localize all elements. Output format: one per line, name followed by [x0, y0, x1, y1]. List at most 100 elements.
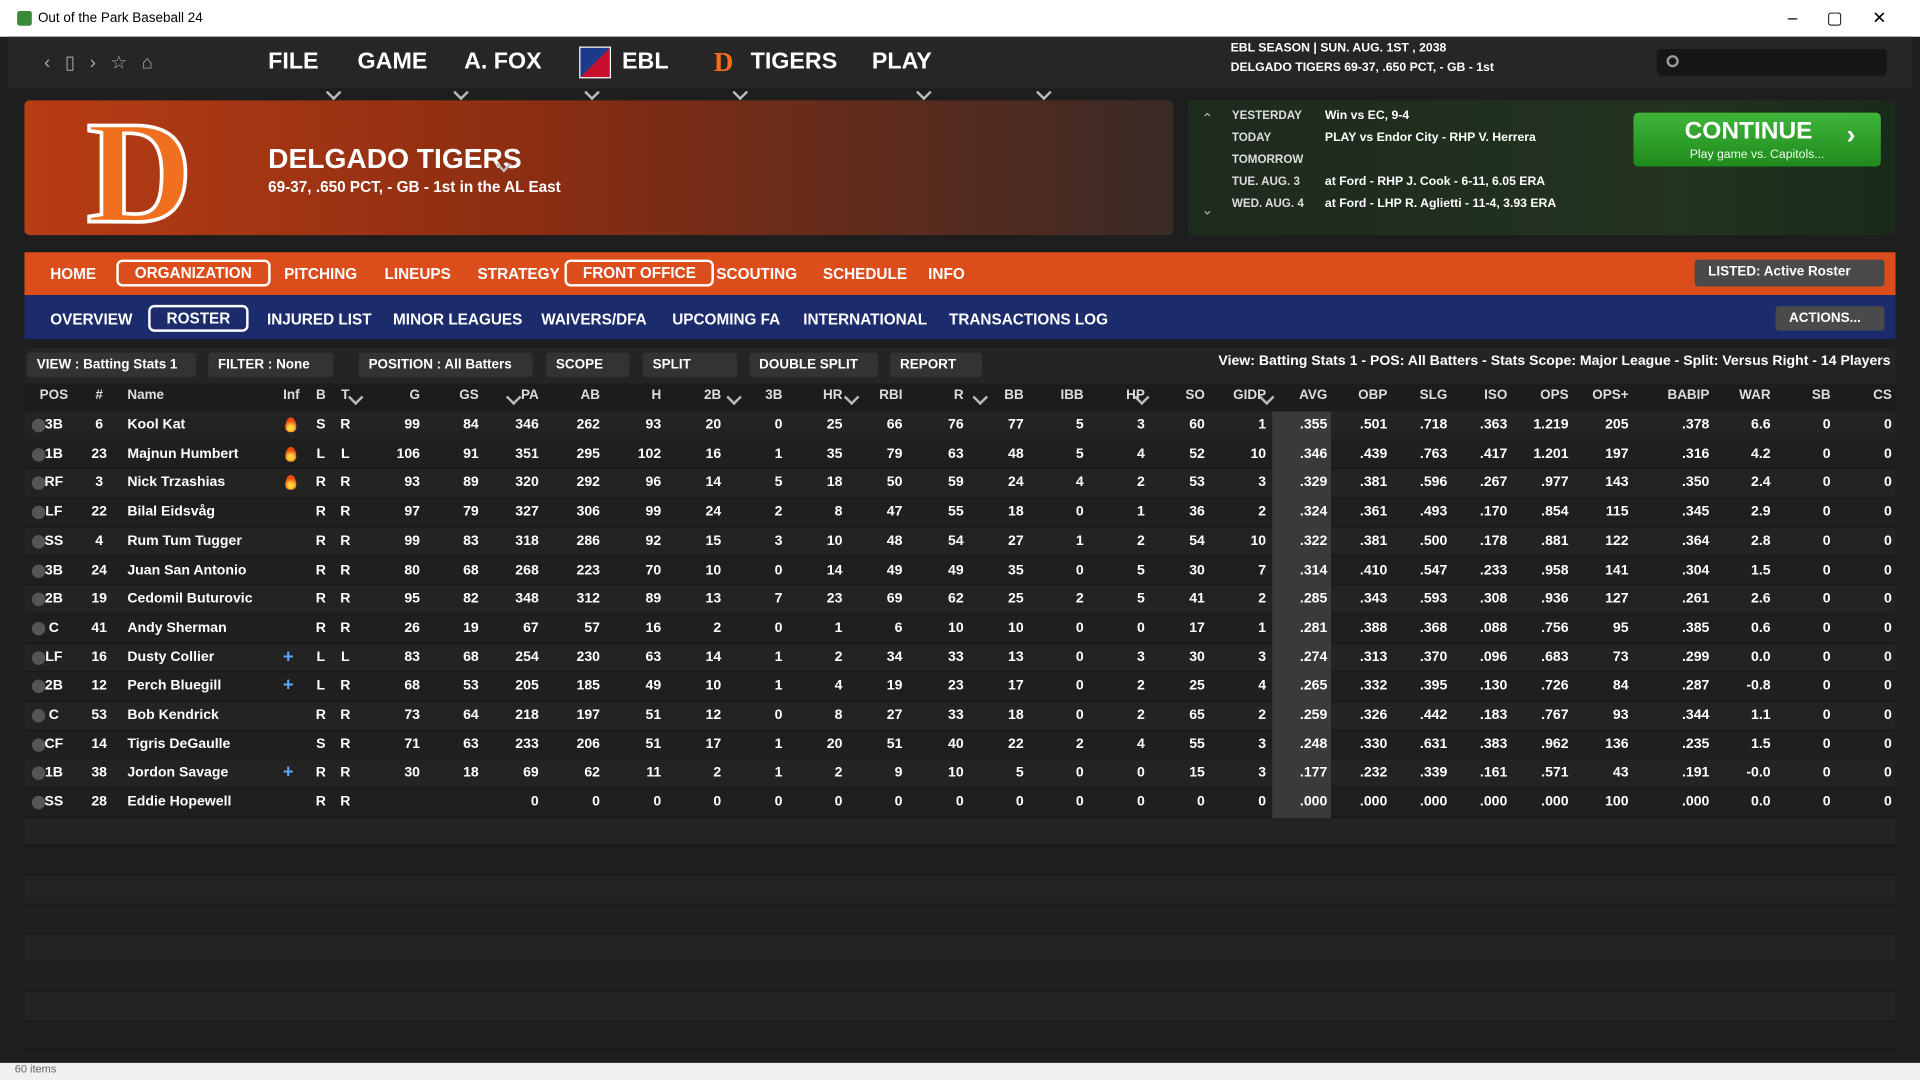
subtab[interactable]: TRANSACTIONS LOG	[948, 311, 1108, 329]
filter-dropdown[interactable]	[26, 352, 196, 378]
subtab[interactable]: WAIVERS/DFA	[541, 311, 647, 329]
listed-dropdown[interactable]	[1694, 259, 1885, 287]
row-select[interactable]	[31, 505, 46, 520]
team-name[interactable]: DELGADO TIGERS	[268, 142, 522, 174]
row-select[interactable]	[31, 476, 46, 491]
table-row[interactable]	[24, 701, 1896, 731]
table-row[interactable]	[24, 614, 1896, 644]
table-row[interactable]	[24, 440, 1896, 470]
subtab[interactable]: UPCOMING FA	[672, 311, 781, 329]
tab[interactable]: HOME	[50, 265, 97, 283]
column-header[interactable]: #	[95, 388, 103, 403]
table-cell: 2	[1137, 678, 1145, 694]
column-header[interactable]: AB	[580, 388, 601, 403]
tab[interactable]: LINEUPS	[384, 265, 451, 283]
filter-dropdown[interactable]	[546, 352, 630, 378]
table-row[interactable]	[24, 498, 1896, 528]
table-row[interactable]	[24, 411, 1896, 441]
column-header[interactable]: H	[651, 388, 662, 403]
column-header[interactable]: PA	[521, 388, 539, 403]
subtab[interactable]: INJURED LIST	[266, 311, 372, 329]
column-header[interactable]: GIDP	[1233, 388, 1267, 403]
window-controls[interactable]: –▢✕	[1787, 7, 1917, 27]
menu-item[interactable]: GAME	[357, 48, 428, 75]
column-header[interactable]: 2B	[704, 388, 722, 403]
filter-dropdown[interactable]	[749, 352, 878, 378]
row-select[interactable]	[31, 418, 46, 433]
column-header[interactable]: SO	[1185, 388, 1205, 403]
tab[interactable]: INFO	[928, 265, 965, 283]
tab[interactable]: FRONT OFFICE	[564, 259, 715, 287]
subtab[interactable]: OVERVIEW	[50, 311, 133, 329]
continue-button[interactable]	[1633, 112, 1881, 167]
column-header[interactable]: GS	[459, 388, 479, 403]
column-header[interactable]: OBP	[1358, 388, 1388, 403]
column-header[interactable]: AVG	[1299, 388, 1328, 403]
column-header[interactable]: WAR	[1739, 388, 1771, 403]
menu-item[interactable]: EBL	[622, 48, 669, 75]
tab[interactable]: ORGANIZATION	[116, 259, 271, 287]
column-header[interactable]: HR	[822, 388, 843, 403]
filter-dropdown[interactable]	[208, 352, 334, 378]
subtab[interactable]: MINOR LEAGUES	[393, 311, 523, 329]
column-header[interactable]: 3B	[765, 388, 783, 403]
column-header[interactable]: BB	[1004, 388, 1024, 403]
search-box[interactable]	[1656, 48, 1887, 76]
column-header[interactable]: CS	[1873, 388, 1892, 403]
row-select[interactable]	[31, 708, 46, 723]
filter-dropdown[interactable]	[890, 352, 983, 378]
column-header[interactable]: T	[341, 388, 350, 403]
filter-dropdown[interactable]	[358, 352, 533, 378]
tab[interactable]: PITCHING	[284, 265, 358, 283]
filter-dropdown[interactable]	[642, 352, 738, 378]
row-select[interactable]	[31, 796, 46, 810]
column-header[interactable]: BABIP	[1667, 388, 1710, 403]
table-row[interactable]	[24, 527, 1896, 557]
column-header[interactable]: B	[315, 388, 326, 403]
subtab[interactable]: ROSTER	[148, 304, 249, 332]
table-row[interactable]	[24, 556, 1896, 586]
row-select[interactable]	[31, 737, 46, 752]
column-header[interactable]: SLG	[1419, 388, 1448, 403]
column-header[interactable]: OPS	[1540, 388, 1569, 403]
menu-item[interactable]: A. FOX	[464, 48, 542, 75]
menu-item[interactable]: FILE	[268, 48, 319, 75]
row-select[interactable]	[31, 650, 46, 665]
column-header[interactable]: POS	[39, 388, 69, 403]
table-row[interactable]	[24, 469, 1896, 499]
row-select[interactable]	[31, 592, 46, 607]
column-header[interactable]: ISO	[1484, 388, 1508, 403]
table-row[interactable]	[24, 730, 1896, 760]
column-header[interactable]: IBB	[1060, 388, 1084, 403]
column-header[interactable]: G	[409, 388, 421, 403]
nav-buttons[interactable]: ‹▯›☆⌂	[44, 52, 168, 74]
schedule-down[interactable]: ⌄	[1201, 200, 1214, 218]
tab[interactable]: STRATEGY	[477, 265, 560, 283]
tab[interactable]: SCHEDULE	[822, 265, 908, 283]
row-select[interactable]	[31, 563, 46, 578]
column-header[interactable]: Inf	[283, 388, 300, 403]
schedule-up[interactable]: ⌃	[1201, 110, 1214, 128]
table-row[interactable]	[24, 788, 1896, 818]
table-row[interactable]	[24, 585, 1896, 615]
subtab[interactable]: INTERNATIONAL	[803, 311, 928, 329]
row-select[interactable]	[31, 534, 46, 549]
column-header[interactable]: RBI	[879, 388, 903, 403]
column-header[interactable]: OPS+	[1592, 388, 1629, 403]
actions-button[interactable]	[1775, 306, 1885, 331]
row-select[interactable]	[31, 447, 46, 462]
column-header[interactable]: HP	[1126, 388, 1145, 403]
column-header[interactable]: SB	[1811, 388, 1831, 403]
row-select[interactable]	[31, 621, 46, 636]
row-select[interactable]	[31, 679, 46, 694]
tab[interactable]: SCOUTING	[716, 265, 798, 283]
menu-item[interactable]: TIGERS	[750, 48, 838, 75]
table-row[interactable]	[24, 643, 1896, 673]
table-cell: Tigris DeGaulle	[127, 736, 231, 752]
table-row[interactable]	[24, 672, 1896, 702]
column-header[interactable]: Name	[127, 388, 165, 403]
menu-item[interactable]: PLAY	[871, 48, 932, 75]
column-header[interactable]: R	[953, 388, 964, 403]
row-select[interactable]	[31, 767, 46, 781]
table-row[interactable]	[24, 759, 1896, 789]
